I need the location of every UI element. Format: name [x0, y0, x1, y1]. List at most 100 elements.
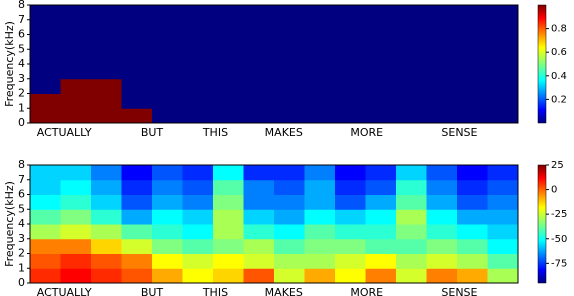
heatmap-cell [335, 64, 366, 80]
heatmap-cell [91, 238, 122, 254]
heatmap-cell [91, 224, 122, 240]
heatmap-cell [274, 49, 305, 65]
heatmap-cell [91, 64, 122, 80]
y-tick-label: 8 [18, 0, 25, 11]
heatmap-cell [213, 64, 244, 80]
heatmap-cell [182, 93, 214, 109]
heatmap-cell [365, 253, 397, 269]
heatmap-cell [274, 5, 305, 21]
x-tick-label: THIS [202, 126, 228, 139]
heatmap-cell [30, 5, 61, 21]
heatmap-cell [335, 49, 366, 65]
heatmap-cell [121, 268, 153, 284]
heatmap-cell [304, 34, 336, 50]
heatmap-cell [182, 209, 214, 225]
heatmap-cell [274, 179, 305, 195]
heatmap-cell [396, 49, 427, 65]
heatmap-cell [213, 19, 244, 35]
heatmap-cell [457, 34, 488, 50]
heatmap-cell [121, 78, 153, 94]
heatmap-cell [60, 268, 92, 284]
heatmap-cell [304, 5, 336, 21]
colorbar-tick-label: 0.4 [551, 71, 567, 82]
y-tick-label: 6 [18, 28, 25, 41]
y-tick-label: 7 [18, 13, 25, 26]
heatmap-cell [457, 108, 488, 124]
heatmap-cell [487, 253, 519, 269]
heatmap-cell [426, 165, 458, 181]
heatmap-cell [30, 209, 61, 225]
colorbar-tick-label: 0.2 [551, 94, 567, 105]
heatmap-cell [335, 209, 366, 225]
heatmap-cell [396, 238, 427, 254]
heatmap-cell [182, 165, 214, 181]
heatmap-cell [30, 165, 61, 181]
heatmap-cell [182, 238, 214, 254]
heatmap-cell [243, 253, 275, 269]
heatmap-cell [274, 93, 305, 109]
heatmap-cell [304, 179, 336, 195]
heatmap-cell [152, 19, 183, 35]
heatmap-cell [457, 194, 488, 210]
heatmap-cell [487, 49, 519, 65]
heatmap-cell [457, 49, 488, 65]
heatmap-cell [91, 78, 122, 94]
x-tick-label: MORE [350, 126, 383, 139]
x-tick-label: THIS [202, 286, 228, 296]
heatmap-cell [121, 108, 153, 124]
heatmap-cell [457, 209, 488, 225]
x-tick-label: SENSE [441, 286, 477, 296]
heatmap-cell [365, 165, 397, 181]
heatmap-cell [274, 253, 305, 269]
heatmap-cell [304, 49, 336, 65]
heatmap-cell [304, 268, 336, 284]
colorbar-tick-label: -25 [551, 209, 567, 220]
heatmap-cell [365, 209, 397, 225]
heatmap-cell [152, 5, 183, 21]
heatmap-cell [365, 49, 397, 65]
heatmap-cell [30, 64, 61, 80]
heatmap-cell [304, 209, 336, 225]
heatmap-cell [426, 209, 458, 225]
heatmap-cell [152, 194, 183, 210]
heatmap-cell [152, 93, 183, 109]
heatmap-cell [30, 253, 61, 269]
y-tick-label: 5 [18, 202, 25, 215]
heatmap-cell [182, 34, 214, 50]
heatmap-cell [457, 238, 488, 254]
heatmap-cell [487, 268, 519, 284]
heatmap-cell [91, 179, 122, 195]
heatmap-cell [396, 268, 427, 284]
heatmap-cell [426, 78, 458, 94]
heatmap-cell [182, 78, 214, 94]
heatmap-cell [457, 93, 488, 109]
heatmap-cell [243, 209, 275, 225]
heatmap-cell [365, 179, 397, 195]
heatmap-cell [396, 34, 427, 50]
heatmap-cell [487, 78, 519, 94]
heatmap-cell [365, 268, 397, 284]
heatmap-cell [396, 108, 427, 124]
heatmap-cell [91, 165, 122, 181]
heatmap-cell [243, 224, 275, 240]
x-tick-label: SENSE [441, 126, 477, 139]
heatmap-cell [121, 238, 153, 254]
heatmap-cell [396, 209, 427, 225]
y-tick-label: 0 [18, 116, 25, 129]
y-tick-label: 1 [18, 101, 25, 114]
heatmap-cell [304, 194, 336, 210]
heatmap-cell [487, 179, 519, 195]
heatmap-cell [243, 19, 275, 35]
heatmap-cell [487, 93, 519, 109]
heatmap-cell [182, 194, 214, 210]
heatmap-cell [487, 209, 519, 225]
y-tick-label: 4 [18, 57, 25, 70]
heatmap-cell [213, 34, 244, 50]
y-axis-label: Frequency(kHz) [3, 21, 16, 107]
heatmap-cell [396, 224, 427, 240]
heatmap-cell [60, 165, 92, 181]
heatmap-cell [487, 194, 519, 210]
heatmap-cell [274, 64, 305, 80]
heatmap-cell [182, 64, 214, 80]
